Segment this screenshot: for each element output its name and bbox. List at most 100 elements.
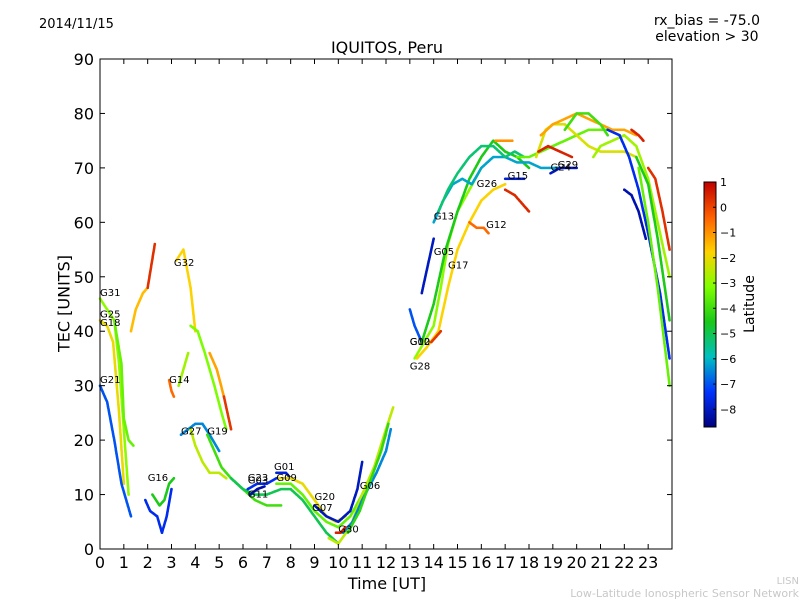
data-point bbox=[387, 422, 390, 426]
x-tick-label: 17 bbox=[495, 553, 515, 572]
x-tick-label: 18 bbox=[519, 553, 539, 572]
data-point bbox=[172, 395, 176, 398]
colorbar-tick-label: 1 bbox=[720, 176, 727, 189]
x-tick-label: 15 bbox=[447, 553, 467, 572]
data-point bbox=[225, 427, 228, 431]
data-point bbox=[644, 237, 648, 240]
y-tick-label: 40 bbox=[74, 322, 94, 341]
satellite-label-g25: G25 bbox=[100, 310, 120, 321]
colorbar-tick-label: −8 bbox=[720, 403, 736, 416]
y-tick-label: 80 bbox=[74, 104, 94, 123]
series-33 bbox=[420, 237, 436, 295]
y-axis-label: TEC [UNITS] bbox=[54, 255, 74, 352]
series-10 bbox=[177, 351, 190, 388]
y-tick-label: 30 bbox=[74, 377, 94, 396]
x-tick-label: 10 bbox=[328, 553, 348, 572]
series-8 bbox=[167, 378, 176, 398]
y-tick-label: 70 bbox=[74, 159, 94, 178]
series-26 bbox=[346, 422, 390, 534]
colorbar-tick-label: −3 bbox=[720, 277, 736, 290]
x-tick-label: 0 bbox=[95, 553, 105, 572]
satellite-label-g01: G01 bbox=[274, 462, 294, 473]
date-label: 2014/11/15 bbox=[39, 17, 114, 32]
series-49 bbox=[623, 188, 648, 240]
x-tick-label: 14 bbox=[423, 553, 443, 572]
satellite-label-g03: G03 bbox=[248, 476, 268, 487]
series-48 bbox=[630, 128, 645, 142]
satellite-label-g30: G30 bbox=[338, 525, 358, 536]
data-point bbox=[132, 444, 135, 447]
data-point bbox=[391, 406, 395, 409]
colorbar-tick-label: −7 bbox=[720, 378, 736, 391]
data-point bbox=[279, 504, 283, 507]
series-47 bbox=[606, 128, 671, 360]
data-point bbox=[642, 139, 645, 142]
elevation-label: elevation > 30 bbox=[655, 29, 759, 45]
x-tick-label: 3 bbox=[166, 553, 176, 572]
data-point bbox=[275, 476, 278, 480]
colorbar-tick-label: −4 bbox=[720, 302, 736, 315]
x-tick-label: 20 bbox=[566, 553, 586, 572]
series-44 bbox=[549, 166, 578, 175]
x-axis-label: Time [UT] bbox=[347, 574, 427, 593]
x-tick-label: 6 bbox=[238, 553, 248, 572]
data-point bbox=[522, 177, 526, 181]
colorbar-label: Latitude bbox=[742, 275, 758, 333]
satellite-label-g02: G02 bbox=[410, 337, 430, 348]
data-point bbox=[389, 427, 393, 431]
series-19 bbox=[248, 485, 266, 496]
colorbar-tick-label: 0 bbox=[720, 201, 727, 214]
series-38 bbox=[503, 188, 531, 213]
series-3 bbox=[113, 319, 135, 447]
data-point bbox=[570, 155, 574, 159]
series-1 bbox=[98, 319, 126, 486]
x-tick-label: 21 bbox=[590, 553, 610, 572]
satellite-label-g19: G19 bbox=[207, 427, 227, 438]
series-51 bbox=[635, 155, 671, 322]
x-tick-label: 13 bbox=[400, 553, 420, 572]
data-point bbox=[122, 482, 126, 486]
series-4 bbox=[129, 286, 149, 333]
x-tick-label: 8 bbox=[286, 553, 296, 572]
x-tick-label: 2 bbox=[143, 553, 153, 572]
footer-lisn: LISN bbox=[776, 576, 799, 587]
x-tick-label: 22 bbox=[614, 553, 634, 572]
satellite-label-g31: G31 bbox=[100, 288, 120, 299]
satellite-label-g06: G06 bbox=[360, 481, 380, 492]
data-point bbox=[225, 476, 228, 480]
satellite-label-g15: G15 bbox=[508, 171, 528, 182]
y-tick-label: 0 bbox=[84, 540, 94, 559]
series-16 bbox=[189, 427, 228, 480]
series-27 bbox=[334, 525, 347, 534]
series-18 bbox=[246, 476, 278, 491]
satellite-label-g27: G27 bbox=[181, 427, 201, 438]
data-point bbox=[487, 231, 490, 235]
footer-network: Low-Latitude Ionospheric Sensor Network bbox=[570, 587, 799, 600]
satellite-label-g23: G23 bbox=[248, 473, 268, 484]
y-tick-label: 90 bbox=[74, 50, 94, 69]
series-32 bbox=[430, 329, 443, 344]
series-35 bbox=[437, 144, 526, 213]
x-tick-label: 4 bbox=[190, 553, 200, 572]
x-tick-label: 19 bbox=[543, 553, 563, 572]
satellite-label-g32: G32 bbox=[174, 258, 194, 269]
data-point bbox=[263, 485, 266, 488]
data-point bbox=[511, 139, 514, 142]
data-point bbox=[127, 493, 130, 496]
y-tick-label: 20 bbox=[74, 431, 94, 450]
series-52 bbox=[637, 166, 671, 388]
series-6 bbox=[144, 487, 173, 534]
y-tick-label: 60 bbox=[74, 213, 94, 232]
chart-title: IQUITOS, Peru bbox=[330, 38, 444, 57]
colorbar bbox=[703, 181, 717, 428]
series-46 bbox=[592, 133, 671, 279]
data-point bbox=[360, 460, 364, 464]
series-12 bbox=[189, 324, 228, 431]
colorbar-ticks: 1 0 −1 −2 −3 −4 −5 −6 −7 −8 bbox=[713, 176, 736, 416]
data-point bbox=[170, 487, 173, 491]
rx-bias-label: rx_bias = -75.0 bbox=[653, 13, 760, 29]
series-36 bbox=[468, 221, 490, 235]
satellite-label-g20: G20 bbox=[315, 492, 335, 503]
series-39 bbox=[503, 177, 526, 181]
